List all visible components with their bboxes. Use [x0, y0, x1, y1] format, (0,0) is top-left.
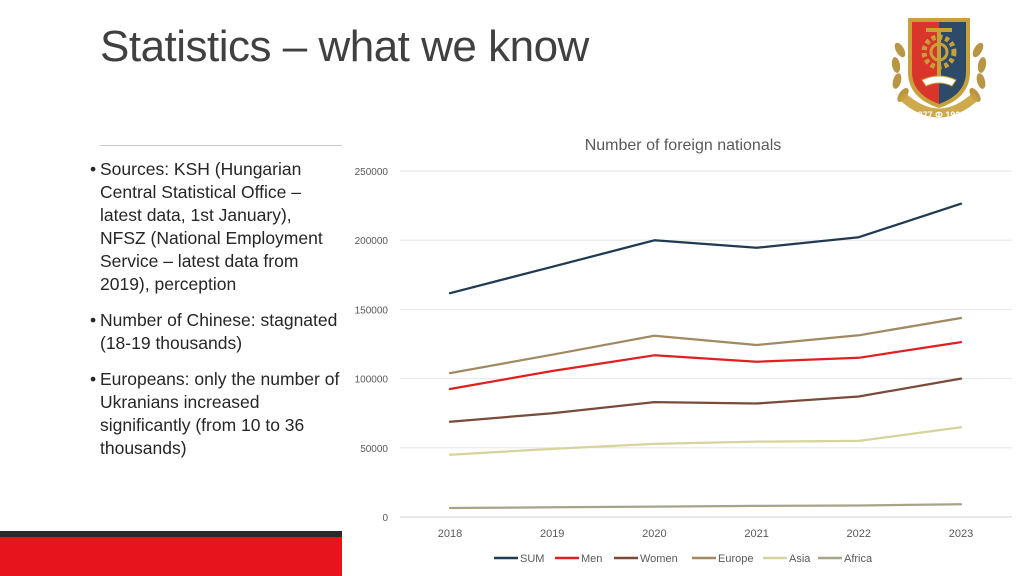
x-tick-label: 2020 [642, 528, 666, 540]
legend-label: SUM [520, 553, 544, 565]
x-tick-label: 2023 [949, 528, 973, 540]
hammer-icon [926, 28, 952, 76]
x-tick-label: 2022 [847, 528, 871, 540]
bullet-text: Number of Chinese: stagnated (18-19 thou… [100, 310, 338, 353]
series-line-asia [448, 426, 963, 456]
footer-red-bar [0, 537, 342, 576]
series-line-africa [448, 503, 963, 510]
slide-title: Statistics – what we know [100, 22, 589, 71]
legend-label: Europe [718, 553, 753, 565]
y-axis-ticks: 0 50000 100000 150000 200000 250000 [355, 167, 389, 524]
crest-years: 1877 Ф 1903 [913, 110, 966, 120]
bullet-text: Sources: KSH (Hungarian Central Statisti… [100, 159, 323, 294]
legend-label: Men [581, 553, 602, 565]
bullet-dot: • [90, 369, 97, 389]
x-tick-label: 2021 [744, 528, 768, 540]
y-tick-label: 50000 [360, 444, 388, 455]
bullet-text: Europeans: only the number of Ukranians … [100, 369, 340, 458]
footer-dark-stripe [0, 531, 342, 537]
legend-label: Women [640, 553, 678, 565]
bullet-dot: • [90, 159, 97, 179]
legend-label: Africa [844, 553, 873, 565]
university-crest-logo: 1877 Ф 1903 [891, 18, 987, 120]
y-tick-label: 100000 [355, 375, 389, 386]
y-tick-label: 0 [382, 513, 388, 524]
series-line-sum [448, 202, 963, 295]
legend-label: Asia [789, 553, 811, 565]
y-tick-label: 200000 [355, 236, 389, 247]
bullet-europeans: • Europeans: only the number of Ukranians… [88, 368, 340, 460]
x-tick-label: 2018 [438, 528, 462, 540]
section-divider [100, 145, 342, 146]
bullet-chinese: • Number of Chinese: stagnated (18-19 tho… [88, 309, 340, 355]
series-line-men [448, 340, 963, 391]
chart-legend: SUM Men Women Europe Asia Africa [494, 553, 873, 565]
bullet-list: • Sources: KSH (Hungarian Central Statist… [88, 158, 340, 473]
handshake-icon [921, 75, 957, 87]
series-line-women [448, 377, 963, 423]
chart-title: Number of foreign nationals [585, 137, 782, 154]
series-line-europe [448, 316, 963, 375]
y-tick-label: 150000 [355, 305, 389, 316]
x-tick-label: 2019 [540, 528, 564, 540]
y-tick-label: 250000 [355, 167, 389, 178]
bullet-dot: • [90, 310, 97, 330]
x-axis-ticks: 2018 2019 2020 2021 2022 2023 [438, 528, 973, 540]
bullet-sources: • Sources: KSH (Hungarian Central Statist… [88, 158, 340, 296]
line-chart: Number of foreign nationals 0 50000 100000… [355, 137, 1012, 565]
gridlines [400, 170, 1012, 518]
series-lines [448, 202, 963, 510]
